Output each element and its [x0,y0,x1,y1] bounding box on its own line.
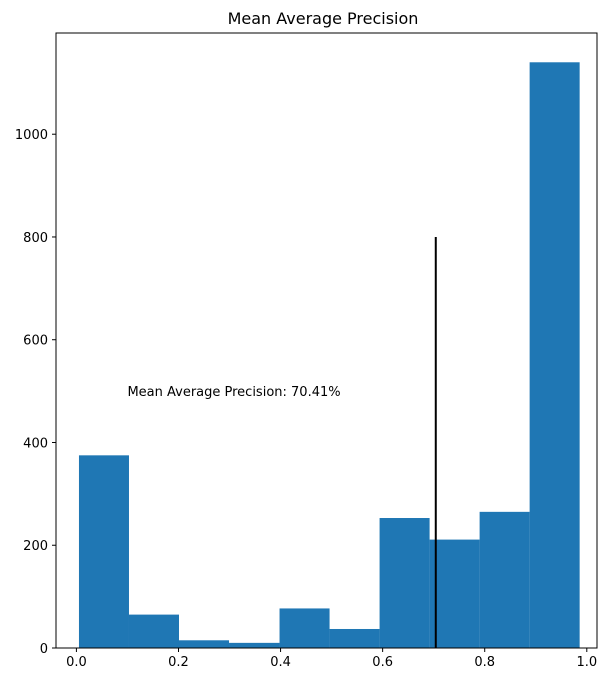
y-axis: 0 200 400 600 800 1000 [15,128,56,657]
mean-annotation: Mean Average Precision: 70.41% [127,385,340,400]
y-tick-label: 800 [23,231,48,246]
y-tick-label: 0 [40,642,48,657]
chart-title: Mean Average Precision [228,9,419,28]
histogram-bar-7 [379,518,430,648]
histogram-bar-8 [429,539,480,648]
histogram-bars [78,62,580,649]
histogram-bar-10 [529,62,580,649]
x-axis: 0.0 0.2 0.4 0.6 0.8 1.0 [66,648,597,670]
histogram-bar-6 [329,628,380,648]
y-tick-label: 400 [23,436,48,451]
y-tick-label: 200 [23,539,48,554]
x-tick-label: 0.2 [168,655,189,670]
x-tick-label: 0.6 [372,655,393,670]
histogram-bar-1 [78,455,129,648]
histogram-bar-4 [229,642,280,648]
y-tick-label: 1000 [15,128,48,143]
histogram-bar-3 [179,640,230,648]
histogram-bar-2 [128,614,180,648]
y-tick-label: 600 [23,334,48,349]
x-tick-label: 0.0 [66,655,87,670]
x-tick-label: 0.8 [474,655,495,670]
plot-frame [55,32,598,649]
x-tick-label: 0.4 [270,655,291,670]
histogram-bar-5 [279,608,330,648]
histogram-bar-9 [479,511,530,648]
x-tick-label: 1.0 [576,655,597,670]
